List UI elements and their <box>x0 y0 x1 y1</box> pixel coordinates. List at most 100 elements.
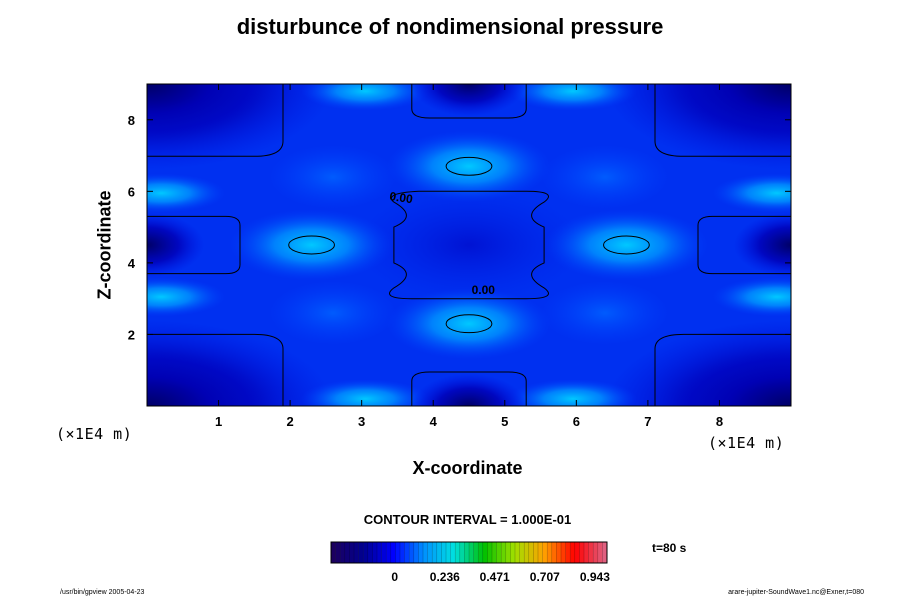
colorbar-frame <box>330 541 608 564</box>
colorbar-cell <box>436 542 442 563</box>
colorbar-cell <box>469 542 474 563</box>
field-blob <box>540 280 670 346</box>
colorbar-cell <box>482 542 488 563</box>
colorbar-cell <box>455 542 460 563</box>
contour-top-center <box>411 84 527 119</box>
colorbar-cell <box>473 542 479 563</box>
colorbar-cell <box>459 542 465 563</box>
colorbar-cell <box>492 542 497 563</box>
colorbar-cell <box>487 542 493 563</box>
colorbar-cell <box>400 542 405 563</box>
field-blob <box>540 144 670 210</box>
x-axis-label: X-coordinate <box>412 458 523 478</box>
pressure-field <box>147 84 791 406</box>
y-axis-label: Z-coordinate <box>94 190 115 300</box>
field-blob <box>508 84 638 111</box>
colorbar-cell <box>404 542 410 563</box>
field-blob <box>300 84 430 111</box>
x-tick-label: 3 <box>358 414 365 429</box>
field-blob <box>733 212 791 278</box>
field-blob <box>147 277 226 317</box>
contour-left-center <box>147 215 241 275</box>
colorbar-tick-label: 0.471 <box>480 570 510 584</box>
x-axis-unit: (×1E4 m) <box>708 434 785 452</box>
contour-ellipse <box>445 156 493 176</box>
colorbar-cell <box>524 542 529 563</box>
colorbar-tick-label: 0 <box>391 570 398 584</box>
x-tick-label: 6 <box>573 414 580 429</box>
chart-title: disturbunce of nondimensional pressure <box>236 14 664 39</box>
contour-ellipse <box>445 314 493 334</box>
field-blob <box>386 287 552 360</box>
field-blob <box>544 209 709 281</box>
y-axis: 2 4 6 8 <box>128 113 791 342</box>
field-blob <box>147 212 205 278</box>
colorbar-cell <box>390 542 396 563</box>
field-blob <box>411 373 527 406</box>
contour-corner-bl <box>147 333 284 406</box>
colorbar-cell <box>418 542 424 563</box>
contour-right-center <box>697 215 791 275</box>
field-blob <box>147 84 262 138</box>
contour-zero-center <box>389 190 549 300</box>
colorbar-tick-label: 0.943 <box>580 570 610 584</box>
contour-ellipse <box>288 235 335 255</box>
x-tick-label: 5 <box>501 414 508 429</box>
field-blob <box>229 209 394 281</box>
y-tick-label: 2 <box>128 327 135 342</box>
y-axis-unit: (×1E4 m) <box>56 425 133 443</box>
colorbar-cell <box>551 542 557 563</box>
contour-corner-tr <box>654 84 791 157</box>
contour-lines <box>147 84 791 406</box>
colorbar-cell <box>363 542 368 563</box>
x-tick-label: 2 <box>286 414 293 429</box>
colorbar-cell <box>574 542 580 563</box>
contour-ellipse <box>603 235 650 255</box>
colorbar-cell <box>372 542 378 563</box>
colorbar-cell <box>478 542 483 563</box>
colorbar-cell <box>340 542 345 563</box>
plot-frame <box>146 83 792 407</box>
colorbar-cell <box>501 542 506 563</box>
time-label: t=80 s <box>652 541 687 555</box>
colorbar-cell <box>413 542 419 563</box>
colorbar-cell <box>570 542 575 563</box>
x-tick-label: 4 <box>430 414 438 429</box>
colorbar-cell <box>510 542 516 563</box>
colorbar-cell <box>588 542 594 563</box>
contour-corner-br <box>654 333 791 406</box>
field-blob <box>147 352 262 406</box>
footer-left: /usr/bin/gpview 2005-04-23 <box>60 589 145 596</box>
colorbar-cell <box>349 542 355 563</box>
colorbar: 0 0.236 0.471 0.707 0.943 <box>330 541 610 584</box>
colorbar-cell <box>354 542 359 563</box>
field-blob <box>712 173 791 213</box>
colorbar-cell <box>496 542 502 563</box>
contour-interval-label: CONTOUR INTERVAL = 1.000E-01 <box>363 512 572 527</box>
colorbar-cell <box>533 542 539 563</box>
colorbar-cell <box>423 542 428 563</box>
colorbar-cell <box>542 542 548 563</box>
field-blob <box>508 379 638 406</box>
colorbar-cell <box>579 542 585 563</box>
colorbar-cell <box>409 542 414 563</box>
colorbar-cell <box>519 542 525 563</box>
contour-labels: 0.00 0.00 <box>389 189 496 297</box>
colorbar-cell <box>377 542 382 563</box>
colorbar-cell <box>386 542 391 563</box>
colorbar-cell <box>556 542 562 563</box>
colorbar-cell <box>547 542 552 563</box>
colorbar-cell <box>395 542 401 563</box>
colorbar-cell <box>584 542 589 563</box>
colorbar-cell <box>464 542 470 563</box>
y-tick-label: 6 <box>128 184 135 199</box>
colorbar-cell <box>450 542 456 563</box>
colorbar-cell <box>432 542 437 563</box>
contour-bottom-center <box>411 371 527 406</box>
contour-label: 0.00 <box>389 189 414 206</box>
colorbar-cell <box>538 542 543 563</box>
x-tick-label: 1 <box>215 414 222 429</box>
field-blob <box>676 84 791 138</box>
field-blob <box>386 130 552 203</box>
